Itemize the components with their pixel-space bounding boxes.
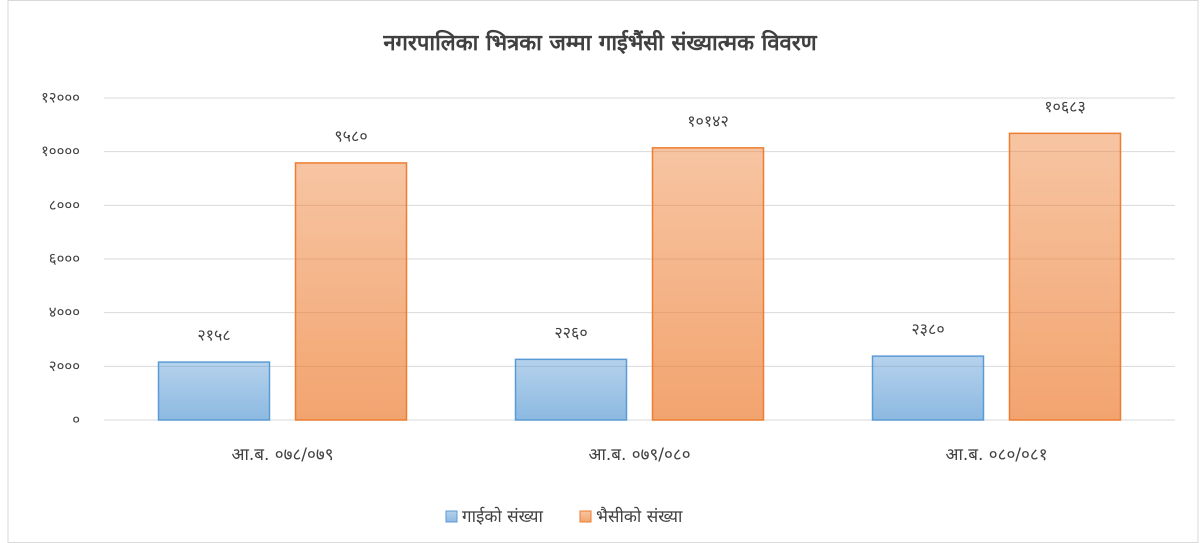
x-tick-label: आ.ब. ०७९/०८० <box>588 445 690 465</box>
data-label: २३८० <box>911 320 944 339</box>
data-label: २२६० <box>554 323 587 342</box>
legend-swatch <box>445 510 458 523</box>
y-tick-label: २००० <box>49 357 80 375</box>
legend-swatch <box>579 510 592 523</box>
data-label: १०१४२ <box>687 111 729 130</box>
chart-border <box>7 0 1199 543</box>
bar <box>1008 132 1122 421</box>
data-label: ९५८० <box>334 126 367 145</box>
data-label: १०६८३ <box>1044 97 1086 116</box>
chart-title: नगरपालिका भित्रका जम्मा गाईभैंसी संख्यात… <box>382 29 817 56</box>
x-tick-label: आ.ब. ०७८/०७९ <box>231 445 333 465</box>
y-tick-label: ८००० <box>49 196 80 214</box>
bar <box>157 361 271 421</box>
y-tick-label: ६००० <box>49 250 80 268</box>
legend-label: गाईको संख्या <box>462 506 543 527</box>
y-tick-label: १२००० <box>41 89 80 107</box>
bar <box>651 147 765 421</box>
legend-label: भैसीको संख्या <box>596 506 683 527</box>
bar <box>871 355 985 421</box>
bar <box>514 358 628 421</box>
bar <box>294 162 408 421</box>
data-label: २१५८ <box>197 326 230 345</box>
x-tick-label: आ.ब. ०८०/०८१ <box>945 445 1047 465</box>
y-tick-label: ४००० <box>49 303 80 321</box>
y-tick-label: १०००० <box>41 142 80 160</box>
y-tick-label: ० <box>72 411 80 429</box>
